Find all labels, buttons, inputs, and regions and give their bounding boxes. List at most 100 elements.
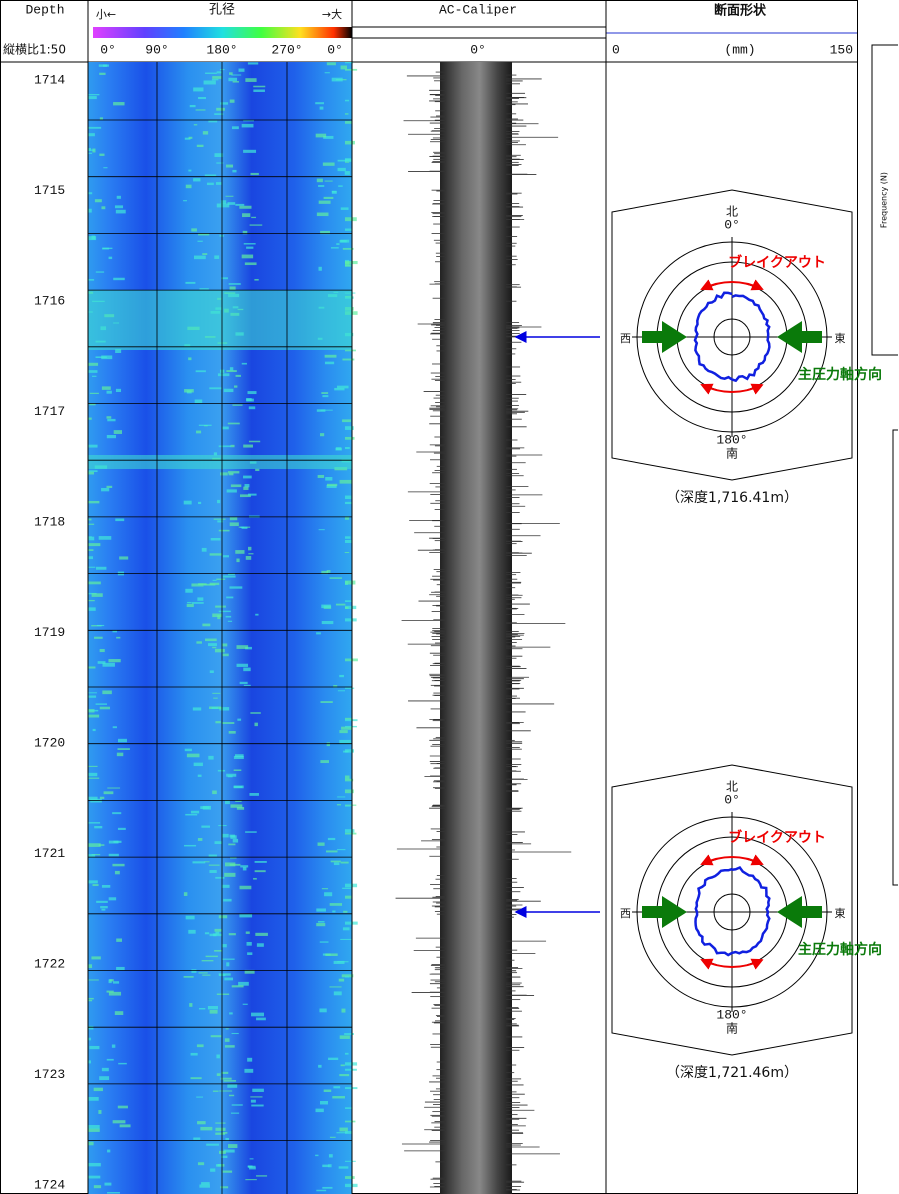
speckle	[229, 1012, 233, 1014]
small-label: 小←	[96, 8, 116, 21]
speckle	[104, 791, 114, 794]
speckle	[339, 1128, 347, 1132]
speckle	[192, 861, 205, 863]
speckle	[244, 1069, 253, 1073]
speckle	[204, 584, 216, 586]
speckle	[320, 1101, 328, 1104]
speckle	[222, 834, 229, 838]
speckle	[102, 248, 109, 250]
speckle	[243, 476, 252, 479]
speckle	[329, 986, 341, 987]
speckle	[251, 1105, 263, 1107]
speckle	[345, 658, 358, 661]
speckle	[330, 1137, 336, 1138]
speckle	[250, 1096, 262, 1097]
speckle	[345, 552, 349, 553]
speckle	[229, 283, 241, 285]
speckle	[219, 445, 231, 447]
speckle	[212, 79, 218, 80]
speckle	[228, 423, 240, 425]
speckle	[345, 536, 351, 538]
speckle	[211, 538, 221, 541]
speckle	[341, 1064, 345, 1066]
speckle	[331, 247, 339, 248]
speckle	[223, 1080, 236, 1082]
speckle	[212, 790, 217, 794]
speckle	[194, 763, 203, 766]
speckle	[332, 910, 335, 912]
speckle	[240, 865, 248, 867]
speckle	[88, 567, 95, 568]
speckle	[209, 387, 221, 389]
speckle	[320, 760, 329, 763]
speckle	[256, 1018, 266, 1021]
speckle	[228, 775, 233, 777]
speckle	[239, 69, 245, 72]
speckle	[107, 1192, 120, 1194]
speckle	[318, 842, 325, 845]
speckle	[100, 906, 108, 908]
speckle	[184, 389, 194, 392]
speckle	[231, 445, 235, 447]
speckle	[242, 255, 253, 259]
speckle	[230, 857, 237, 858]
speckle	[116, 637, 120, 639]
speckle	[200, 806, 209, 809]
speckle	[116, 210, 126, 214]
speckle	[217, 994, 229, 995]
speckle	[201, 1182, 210, 1185]
speckle	[251, 173, 259, 175]
speckle	[116, 389, 121, 392]
speckle	[96, 271, 104, 272]
speckle	[212, 613, 222, 617]
speckle	[217, 1073, 221, 1076]
speckle	[99, 1076, 109, 1080]
speckle	[230, 522, 239, 526]
speckle	[107, 1150, 110, 1153]
depth-label: 1723	[34, 1067, 65, 1082]
speckle	[115, 871, 120, 874]
speckle	[316, 1190, 326, 1191]
speckle	[345, 100, 349, 102]
speckle	[219, 611, 231, 612]
speckle	[94, 1185, 101, 1188]
speckle	[338, 690, 345, 691]
speckle	[228, 621, 232, 622]
speckle	[316, 923, 325, 926]
speckle	[225, 1038, 230, 1042]
speckle	[328, 1058, 338, 1060]
speckle	[88, 1125, 100, 1129]
speckle	[320, 701, 332, 703]
speckle	[248, 391, 257, 394]
speckle	[92, 376, 96, 377]
speckle	[345, 1131, 352, 1134]
speckle	[316, 632, 321, 634]
speckle	[101, 488, 109, 491]
speckle	[345, 726, 357, 727]
speckle	[109, 841, 119, 844]
speckle	[218, 770, 225, 772]
speckle	[102, 885, 110, 888]
section-caption: （深度1,721.46m）	[666, 1065, 798, 1081]
speckle	[88, 1176, 100, 1179]
speckle	[222, 427, 229, 430]
speckle	[187, 604, 194, 607]
west-label: 西	[620, 907, 631, 920]
speckle	[215, 606, 226, 608]
speckle	[101, 206, 105, 209]
speckle	[88, 133, 95, 136]
speckle	[193, 178, 200, 181]
west-label: 西	[620, 332, 631, 345]
speckle	[251, 1013, 264, 1017]
speckle	[208, 121, 217, 123]
speckle	[109, 854, 119, 856]
speckle	[342, 419, 351, 422]
speckle	[194, 124, 197, 125]
speckle	[332, 78, 343, 82]
speckle	[88, 666, 95, 668]
speckle	[243, 668, 250, 672]
speckle	[327, 62, 336, 65]
speckle	[118, 1063, 127, 1064]
speckle	[345, 171, 350, 175]
speckle	[88, 363, 98, 366]
